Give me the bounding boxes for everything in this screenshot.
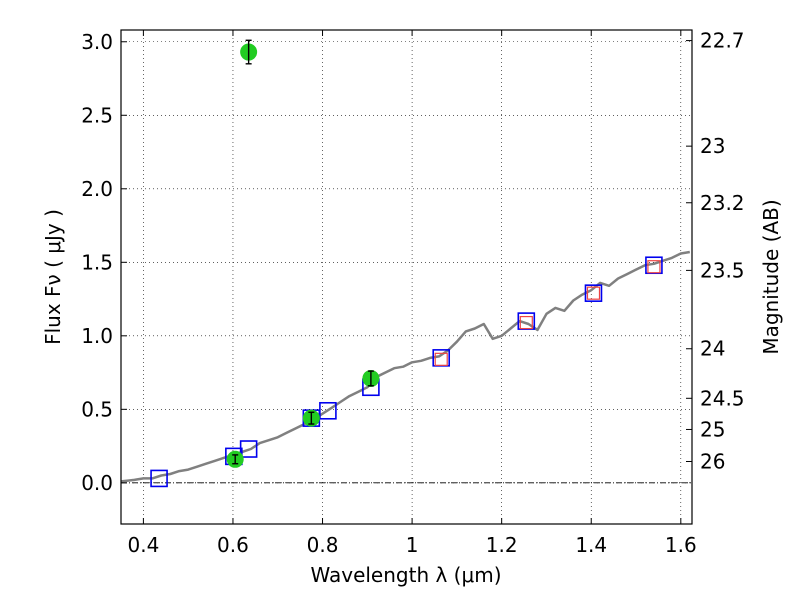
plot-frame [120,29,693,525]
model-flux-square [150,469,168,488]
model-spectrum-line [120,250,691,483]
mag-tick-label: 26 [700,450,725,474]
model-flux-square [239,440,258,458]
y-tick-label: 2.5 [81,103,113,127]
plot-area [121,30,692,524]
tick-labels: 0.4 0.6 0.8 1 1.2 1.4 1.6 0.0 0.5 1.0 1.5 2.0 2.5 3.0… [81,29,744,557]
y-tick-label: 1.0 [81,324,113,348]
model-flux-inner-square [519,315,533,330]
y-tick-label: 2.0 [81,177,113,201]
mag-tick-label: 24 [700,337,725,361]
x-tick-label: 0.8 [307,533,339,557]
x-tick-label: 0.6 [217,533,249,557]
x-tick-label: 1.4 [575,533,607,557]
tick-marks [121,30,692,524]
model-flux-inner-square [434,352,448,366]
model-flux-square [584,284,603,302]
y-tick-label: 0.5 [81,397,113,421]
mag-tick-label: 25 [700,417,725,441]
y-axis-right-label: Magnitude (AB) [759,199,783,354]
mag-tick-label: 22.7 [700,29,745,53]
mag-tick-label: 24.5 [700,386,745,410]
x-tick-label: 1.6 [665,533,697,557]
mag-tick-label: 23.2 [700,191,745,215]
y-axis-label: Flux Fν ( μJy ) [41,209,65,345]
spectrum-group [120,250,691,483]
y-tick-label: 3.0 [81,30,113,54]
model-flux-square [319,401,337,420]
x-tick-label: 0.4 [127,533,159,557]
mag-tick-label: 23.5 [700,258,745,282]
x-tick-label: 1.2 [486,533,518,557]
model-flux-inner-square [586,286,601,300]
x-tick-label: 1 [406,533,419,557]
y-tick-label: 1.5 [81,250,113,274]
model-flux-inner-square [647,260,661,274]
y-tick-label: 0.0 [81,471,113,495]
x-axis-label: Wavelength λ (μm) [310,563,501,587]
mag-tick-label: 23 [700,134,725,158]
markers-group [150,39,663,488]
